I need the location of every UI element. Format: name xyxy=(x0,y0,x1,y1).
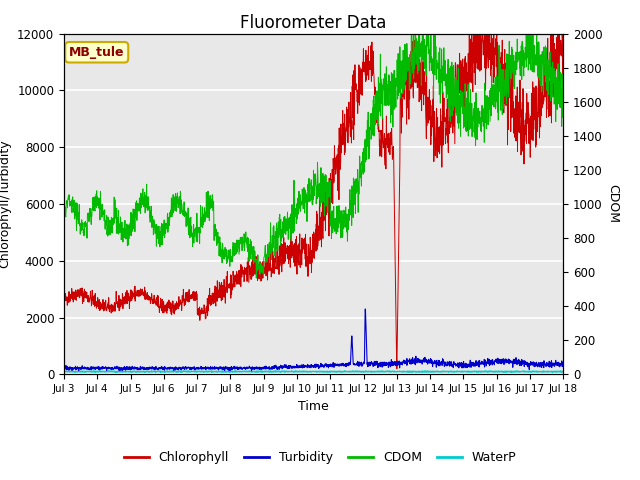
Legend: Chlorophyll, Turbidity, CDOM, WaterP: Chlorophyll, Turbidity, CDOM, WaterP xyxy=(118,446,522,469)
Text: MB_tule: MB_tule xyxy=(69,46,125,59)
X-axis label: Time: Time xyxy=(298,400,329,413)
Title: Fluorometer Data: Fluorometer Data xyxy=(241,14,387,32)
Y-axis label: CDOM: CDOM xyxy=(606,184,620,224)
Y-axis label: Chlorophyll/Turbidity: Chlorophyll/Turbidity xyxy=(0,140,12,268)
